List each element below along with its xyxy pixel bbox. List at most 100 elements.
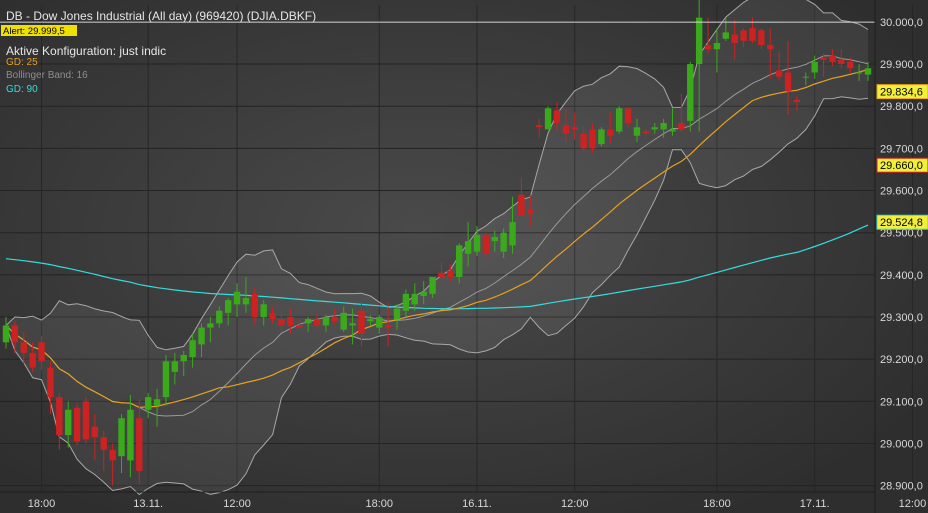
candle-body [740, 30, 747, 41]
candle [224, 298, 232, 326]
candle-body [322, 317, 330, 326]
candle-body [358, 310, 365, 334]
candle [775, 51, 783, 81]
candle [65, 401, 72, 448]
candle [411, 283, 418, 311]
candle [571, 112, 578, 140]
candle [811, 55, 818, 79]
candle-body [767, 45, 774, 50]
candle [713, 28, 721, 73]
candle [598, 127, 605, 147]
candle-body [473, 234, 481, 252]
candle-body [38, 342, 45, 362]
candle [136, 399, 143, 484]
candle-body [251, 293, 259, 318]
candle [473, 226, 481, 256]
candle [207, 317, 214, 343]
candle [562, 108, 570, 143]
candle [233, 283, 241, 318]
candle [722, 17, 730, 41]
candle [704, 17, 712, 54]
candle [251, 287, 259, 326]
candle [171, 352, 179, 385]
candle [47, 361, 54, 414]
candle [38, 335, 45, 370]
y-tick-label: 30.000,0 [880, 17, 923, 29]
candle-body [224, 300, 232, 313]
candle-body [144, 397, 152, 410]
candles [2, 0, 872, 486]
candle-body [687, 64, 694, 121]
legend: DB - Dow Jones Industrial (All day) (969… [6, 9, 316, 95]
bollinger-legend: Bollinger Band: 16 [6, 70, 88, 81]
candle-body [607, 129, 614, 136]
candle-body [393, 308, 401, 320]
price-tag: 29.660,0 [876, 157, 928, 173]
candle-body [198, 327, 205, 345]
candle-body [509, 222, 516, 246]
candle [687, 61, 694, 132]
candle [269, 306, 276, 324]
candle [2, 317, 10, 349]
candle-body [278, 319, 285, 326]
gd25-legend: GD: 25 [6, 57, 38, 68]
candle [216, 306, 223, 328]
candle-body [411, 293, 418, 305]
candle-body [553, 110, 561, 124]
y-tick-label: 29.500,0 [880, 228, 923, 240]
candle [438, 262, 445, 286]
candle-body [29, 352, 36, 368]
candle-body [189, 340, 196, 358]
candle [118, 413, 125, 474]
candle [313, 312, 321, 328]
candle [491, 230, 498, 252]
candle-body [633, 127, 641, 136]
x-tick-label: 18:00 [365, 498, 393, 510]
candle [278, 312, 285, 332]
candle-body [864, 68, 872, 75]
candle [162, 354, 170, 406]
candle [589, 123, 596, 153]
y-tick-label: 29.300,0 [880, 312, 923, 324]
candle-body [562, 125, 570, 134]
alert-tag-label: Alert: 29.999,5 [3, 26, 65, 37]
candle-body [2, 325, 10, 343]
candle-body [855, 72, 863, 74]
grid-lines [0, 5, 913, 492]
gd90-legend: GD: 90 [6, 84, 38, 95]
candle-body [296, 325, 303, 328]
candle [82, 397, 90, 444]
candle-body [260, 304, 267, 318]
candle-body [109, 449, 116, 461]
candle-body [678, 123, 685, 130]
y-tick-label: 29.100,0 [880, 396, 923, 408]
bollinger-band-fill [6, 0, 868, 495]
candle [847, 57, 854, 73]
candle-body [56, 397, 63, 436]
candle [535, 118, 543, 138]
price-tag-box [876, 157, 928, 173]
candle [669, 108, 676, 136]
candle [544, 106, 552, 130]
candle-body [47, 367, 54, 398]
candle [358, 300, 365, 347]
x-tick-label: 12:00 [899, 498, 927, 510]
candle-body [669, 129, 676, 132]
candle [180, 350, 187, 377]
candle-body [838, 59, 845, 65]
candle-body [456, 245, 463, 277]
candle [660, 118, 667, 138]
candle-body [784, 72, 792, 92]
candle-body [313, 319, 321, 326]
candle [633, 118, 641, 143]
candle-body [367, 319, 374, 322]
candle [189, 333, 196, 368]
candle-body [384, 325, 392, 328]
candle [784, 40, 792, 115]
candle [464, 222, 472, 267]
candle [820, 53, 827, 77]
y-tick-label: 29.200,0 [880, 354, 923, 366]
y-axis: 30.000,0 29.900,0 29.800,0 29.700,0 29.600,0… [874, 0, 923, 513]
candle-body [500, 232, 507, 252]
